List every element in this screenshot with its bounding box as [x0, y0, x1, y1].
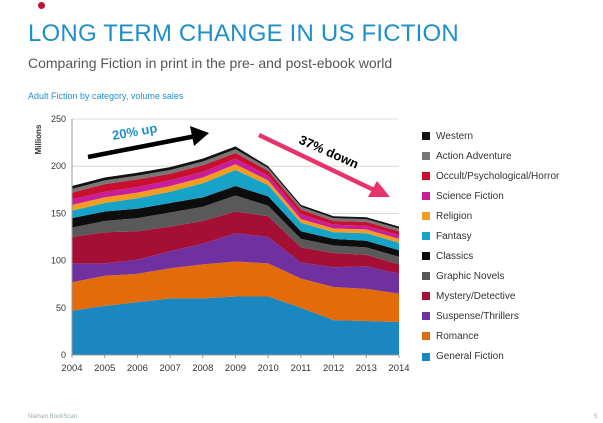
legend-swatch [422, 152, 430, 161]
brand-dot [38, 2, 45, 9]
legend-swatch [422, 272, 430, 281]
legend-swatch [422, 312, 430, 321]
y-tick-label: 50 [56, 303, 66, 313]
legend-swatch [422, 252, 430, 261]
legend-label: General Fiction [436, 351, 504, 363]
legend-swatch [422, 192, 430, 201]
legend-swatch [422, 292, 430, 301]
legend-swatch [422, 212, 430, 221]
y-tick-label: 250 [51, 114, 66, 124]
x-tick-label: 2007 [160, 363, 181, 374]
area-general-fiction [72, 296, 399, 355]
legend-label: Occult/Psychological/Horror [436, 170, 560, 182]
slide-subtitle: Comparing Fiction in print in the pre- a… [28, 55, 393, 71]
source-footer: Nielsen BookScan [28, 414, 78, 420]
legend-swatch [422, 172, 430, 181]
legend-label: Action Adventure [436, 150, 512, 162]
legend-label: Science Fiction [436, 190, 504, 202]
x-tick-label: 2006 [127, 363, 148, 374]
x-tick-label: 2010 [258, 363, 279, 374]
legend-item: Science Fiction [422, 186, 559, 206]
legend-item: Action Adventure [422, 146, 559, 166]
x-tick-label: 2011 [291, 363, 311, 374]
chart-caption: Adult Fiction by category, volume sales [28, 91, 184, 101]
x-tick-label: 2008 [192, 363, 213, 374]
y-tick-label: 200 [51, 161, 66, 171]
legend-label: Mystery/Detective [436, 290, 516, 302]
legend-item: Occult/Psychological/Horror [422, 166, 559, 186]
legend-item: Suspense/Thrillers [422, 306, 559, 326]
annotation-20-percent-up: 20% up [111, 120, 158, 143]
legend-label: Suspense/Thrillers [436, 310, 519, 322]
trend-arrow-up-head [190, 126, 209, 146]
slide-title: LONG TERM CHANGE IN US FICTION [28, 20, 459, 47]
x-tick-label: 2012 [323, 363, 344, 374]
legend-label: Romance [436, 330, 479, 342]
legend-label: Classics [436, 250, 474, 262]
area-fantasy [72, 170, 399, 251]
area-mystery-detective [72, 211, 399, 274]
legend-swatch [422, 132, 430, 141]
y-tick-label: 0 [61, 350, 66, 360]
legend-label: Fantasy [436, 230, 472, 242]
legend-label: Religion [436, 210, 473, 222]
legend-label: Graphic Novels [436, 270, 505, 282]
legend-item: Romance [422, 326, 559, 346]
y-tick-label: 100 [51, 256, 66, 266]
legend-item: General Fiction [422, 347, 559, 367]
y-tick-label: 150 [51, 208, 66, 218]
x-tick-label: 2005 [94, 363, 115, 374]
x-tick-label: 2014 [388, 363, 409, 374]
legend-label: Western [436, 130, 474, 142]
legend-swatch [422, 352, 430, 361]
legend-item: Religion [422, 206, 559, 226]
legend-swatch [422, 332, 430, 341]
x-tick-label: 2009 [225, 363, 246, 374]
x-tick-label: 2013 [356, 363, 377, 374]
x-tick-label: 2004 [61, 363, 82, 374]
legend-item: Mystery/Detective [422, 286, 559, 306]
legend-item: Western [422, 126, 559, 146]
legend-item: Classics [422, 246, 559, 266]
legend-item: Fantasy [422, 226, 559, 246]
page-number: 5 [594, 414, 598, 420]
legend-item: Graphic Novels [422, 266, 559, 286]
annotation-37-percent-down: 37% down [297, 132, 361, 172]
y-axis-label: Millions [34, 124, 43, 154]
area-suspense-thrillers [72, 233, 399, 294]
area-classics [72, 186, 399, 257]
chart-legend: Western Action Adventure Occult/Psychologi… [422, 126, 559, 367]
legend-swatch [422, 232, 430, 241]
area-romance [72, 261, 399, 322]
trend-arrow-down-head [368, 181, 390, 197]
trend-arrow-up-shaft [87, 133, 197, 160]
area-graphic-novels [72, 195, 399, 265]
trend-arrow-down-shaft [258, 132, 377, 194]
